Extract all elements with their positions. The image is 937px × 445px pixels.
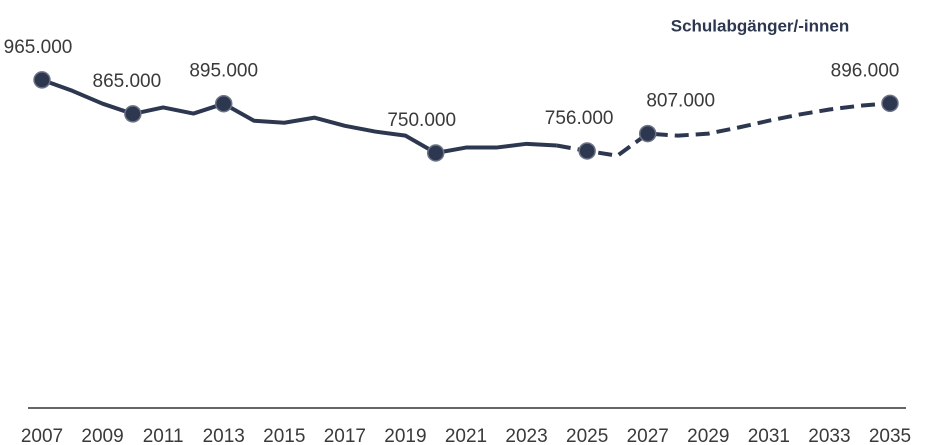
point-marker	[881, 94, 899, 113]
x-tick-label: 2019	[384, 426, 426, 445]
point-marker	[426, 144, 445, 162]
x-tick-label: 2035	[869, 426, 911, 445]
data-label: 896.000	[831, 60, 900, 81]
data-label: 756.000	[545, 108, 614, 129]
x-tick-label: 2009	[81, 426, 123, 445]
x-tick-label: 2031	[748, 426, 790, 445]
line-projection	[556, 101, 891, 158]
data-label: 895.000	[189, 61, 258, 82]
data-label: 807.000	[646, 91, 715, 112]
x-tick-label: 2029	[687, 426, 729, 445]
x-tick-label: 2025	[566, 426, 608, 445]
point-marker	[33, 71, 51, 89]
x-tick-label: 2013	[203, 426, 245, 445]
data-label: 965.000	[4, 37, 73, 58]
x-tick-label: 2021	[445, 426, 487, 445]
x-tick-label: 2023	[505, 426, 547, 445]
point-marker	[214, 94, 233, 113]
point-marker	[638, 124, 657, 143]
x-tick-label: 2007	[21, 426, 63, 445]
series-label: Schulabgänger/-innen	[671, 16, 850, 35]
point-marker	[578, 142, 596, 160]
x-tick-label: 2033	[808, 426, 850, 445]
data-label: 750.000	[387, 110, 456, 131]
x-tick-label: 2011	[143, 426, 184, 445]
point-marker	[124, 105, 142, 123]
x-tick-label: 2027	[627, 426, 669, 445]
x-tick-label: 2017	[324, 426, 366, 445]
data-label: 865.000	[93, 71, 162, 92]
x-tick-label: 2015	[263, 426, 305, 445]
